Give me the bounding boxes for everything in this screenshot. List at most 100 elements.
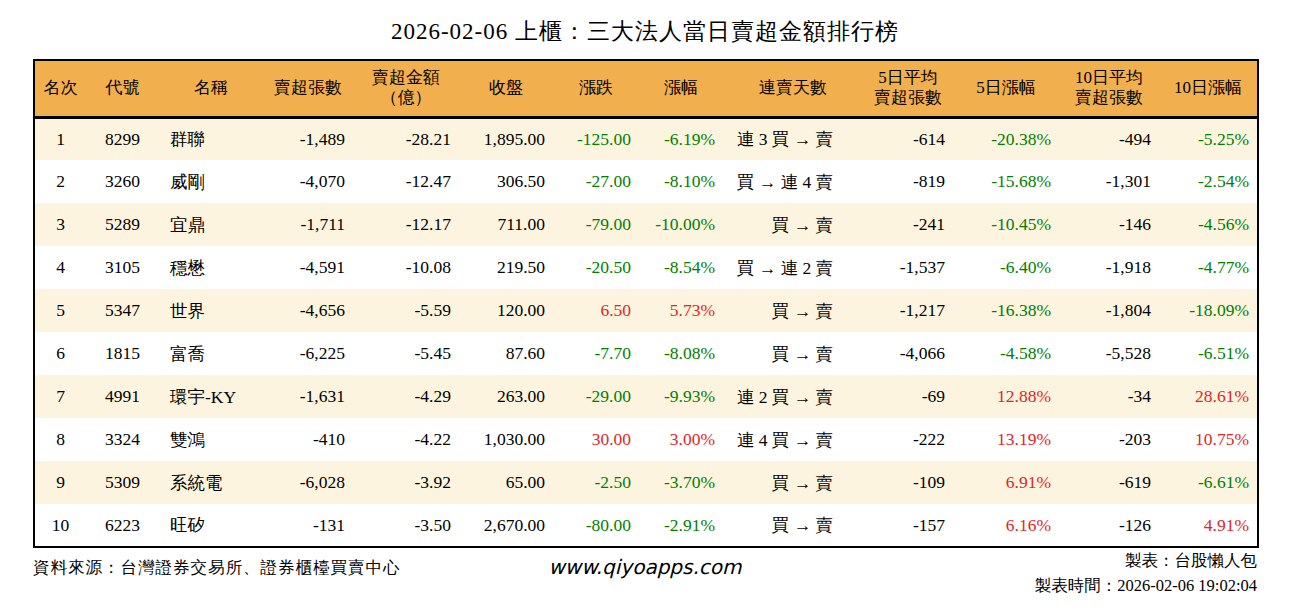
cell-change: -2.50 [553, 461, 639, 504]
cell-change: -79.00 [553, 203, 639, 246]
cell-avg5: -109 [863, 461, 953, 504]
website-label: www.qiyoapps.com [548, 555, 741, 579]
cell-streak: 買 → 賣 [723, 332, 863, 375]
cell-change_pct: -6.19% [639, 117, 723, 160]
maker-label: 製表：台股懶人包 [1035, 549, 1257, 574]
cell-avg10: -1,804 [1059, 289, 1159, 332]
cell-sell_volume: -4,656 [263, 289, 353, 332]
column-header-pct5: 5日漲幅 [953, 60, 1059, 117]
cell-sell_volume: -1,489 [263, 117, 353, 160]
cell-sell_amount: -3.92 [353, 461, 459, 504]
column-header-name: 名稱 [159, 60, 263, 117]
cell-name: 宜鼎 [159, 203, 263, 246]
cell-pct10: 4.91% [1159, 504, 1258, 547]
cell-name: 富喬 [159, 332, 263, 375]
cell-avg10: -34 [1059, 375, 1159, 418]
cell-sell_volume: -4,591 [263, 246, 353, 289]
cell-avg10: -1,301 [1059, 160, 1159, 203]
cell-pct10: -2.54% [1159, 160, 1258, 203]
column-header-pct10: 10日漲幅 [1159, 60, 1258, 117]
table-row: 83324雙鴻-410-4.221,030.0030.003.00%連 4 買 … [34, 418, 1258, 461]
cell-pct5: -16.38% [953, 289, 1059, 332]
cell-change_pct: 5.73% [639, 289, 723, 332]
cell-name: 世界 [159, 289, 263, 332]
cell-close: 306.50 [459, 160, 553, 203]
report-page: 2026-02-06 上櫃：三大法人當日賣超金額排行榜 名次代號名稱賣超張數賣超… [0, 0, 1290, 612]
cell-rank: 6 [34, 332, 86, 375]
table-row: 55347世界-4,656-5.59120.006.505.73%買 → 賣-1… [34, 289, 1258, 332]
cell-pct5: -4.58% [953, 332, 1059, 375]
column-header-avg5: 5日平均 賣超張數 [863, 60, 953, 117]
cell-streak: 買 → 賣 [723, 289, 863, 332]
cell-avg5: -157 [863, 504, 953, 547]
column-header-sell_amount: 賣超金額 （億） [353, 60, 459, 117]
cell-change: -7.70 [553, 332, 639, 375]
cell-change_pct: -2.91% [639, 504, 723, 547]
header-row: 名次代號名稱賣超張數賣超金額 （億）收盤漲跌漲幅連賣天數5日平均 賣超張數5日漲… [34, 60, 1258, 117]
cell-code: 5289 [86, 203, 159, 246]
cell-avg5: -614 [863, 117, 953, 160]
cell-change_pct: 3.00% [639, 418, 723, 461]
cell-code: 6223 [86, 504, 159, 547]
cell-avg10: -203 [1059, 418, 1159, 461]
cell-close: 120.00 [459, 289, 553, 332]
cell-streak: 買 → 賣 [723, 461, 863, 504]
credits: 製表：台股懶人包 製表時間：2026-02-06 19:02:04 [1035, 549, 1257, 599]
cell-change_pct: -8.08% [639, 332, 723, 375]
cell-rank: 2 [34, 160, 86, 203]
cell-streak: 買 → 賣 [723, 504, 863, 547]
cell-sell_volume: -1,631 [263, 375, 353, 418]
cell-avg10: -146 [1059, 203, 1159, 246]
cell-pct10: -4.56% [1159, 203, 1258, 246]
cell-streak: 連 3 買 → 賣 [723, 117, 863, 160]
cell-sell_amount: -4.22 [353, 418, 459, 461]
cell-code: 8299 [86, 117, 159, 160]
cell-rank: 5 [34, 289, 86, 332]
cell-sell_amount: -12.17 [353, 203, 459, 246]
cell-avg10: -5,528 [1059, 332, 1159, 375]
cell-sell_volume: -410 [263, 418, 353, 461]
column-header-sell_volume: 賣超張數 [263, 60, 353, 117]
cell-code: 3324 [86, 418, 159, 461]
cell-pct5: 12.88% [953, 375, 1059, 418]
ranking-table: 名次代號名稱賣超張數賣超金額 （億）收盤漲跌漲幅連賣天數5日平均 賣超張數5日漲… [33, 59, 1259, 548]
cell-avg10: -1,918 [1059, 246, 1159, 289]
cell-sell_amount: -28.21 [353, 117, 459, 160]
cell-sell_amount: -3.50 [353, 504, 459, 547]
cell-pct5: -6.40% [953, 246, 1059, 289]
page-title: 2026-02-06 上櫃：三大法人當日賣超金額排行榜 [0, 0, 1290, 59]
cell-streak: 連 2 買 → 賣 [723, 375, 863, 418]
cell-change: -27.00 [553, 160, 639, 203]
cell-sell_amount: -10.08 [353, 246, 459, 289]
cell-rank: 1 [34, 117, 86, 160]
cell-streak: 買 → 賣 [723, 203, 863, 246]
table-row: 35289宜鼎-1,711-12.17711.00-79.00-10.00%買 … [34, 203, 1258, 246]
cell-avg5: -1,217 [863, 289, 953, 332]
cell-pct5: 6.91% [953, 461, 1059, 504]
cell-pct10: -4.77% [1159, 246, 1258, 289]
column-header-change_pct: 漲幅 [639, 60, 723, 117]
cell-name: 環宇-KY [159, 375, 263, 418]
made-time-label: 製表時間：2026-02-06 19:02:04 [1035, 574, 1257, 599]
cell-close: 2,670.00 [459, 504, 553, 547]
cell-close: 1,895.00 [459, 117, 553, 160]
cell-close: 1,030.00 [459, 418, 553, 461]
cell-name: 旺矽 [159, 504, 263, 547]
column-header-rank: 名次 [34, 60, 86, 117]
cell-change: -29.00 [553, 375, 639, 418]
cell-avg10: -619 [1059, 461, 1159, 504]
cell-avg5: -69 [863, 375, 953, 418]
column-header-close: 收盤 [459, 60, 553, 117]
cell-rank: 4 [34, 246, 86, 289]
cell-name: 群聯 [159, 117, 263, 160]
cell-code: 1815 [86, 332, 159, 375]
table-row: 95309系統電-6,028-3.9265.00-2.50-3.70%買 → 賣… [34, 461, 1258, 504]
cell-change: -125.00 [553, 117, 639, 160]
cell-name: 系統電 [159, 461, 263, 504]
cell-pct5: -10.45% [953, 203, 1059, 246]
cell-sell_amount: -5.59 [353, 289, 459, 332]
cell-avg10: -494 [1059, 117, 1159, 160]
cell-code: 4991 [86, 375, 159, 418]
cell-pct10: 28.61% [1159, 375, 1258, 418]
cell-change_pct: -10.00% [639, 203, 723, 246]
